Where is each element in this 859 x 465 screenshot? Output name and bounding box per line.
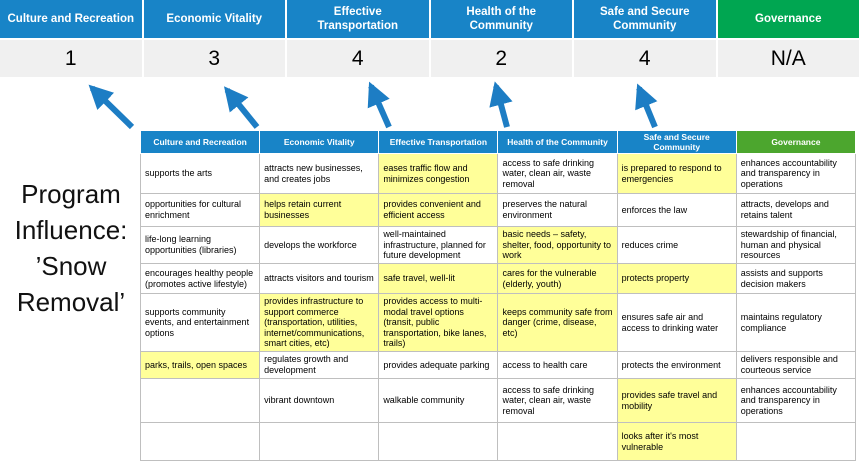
- matrix-cell: looks after it's most vulnerable: [616, 422, 737, 462]
- up-arrow-icon: [489, 81, 513, 128]
- matrix-row-3: life-long learning opportunities (librar…: [139, 226, 857, 265]
- matrix-cell: supports community events, and entertain…: [139, 293, 261, 353]
- matrix-cell: enforces the law: [616, 193, 737, 228]
- influence-matrix: Culture and Recreation Economic Vitality E…: [139, 129, 857, 462]
- matrix-cell: is prepared to respond to emergencies: [616, 153, 737, 195]
- score-effective-transportation: 4: [287, 40, 429, 77]
- matrix-cell: safe travel, well-lit: [378, 263, 499, 295]
- matrix-cell: [259, 422, 380, 462]
- matrix-cell: [735, 422, 857, 462]
- score-economic-vitality: 3: [143, 40, 285, 77]
- matrix-cell: attracts, develops and retains talent: [735, 193, 857, 228]
- matrix-cell: parks, trails, open spaces: [139, 351, 261, 380]
- top-header-economic-vitality: Economic Vitality: [143, 0, 285, 38]
- matrix-header-economic-vitality: Economic Vitality: [259, 129, 380, 155]
- matrix-cell: attracts visitors and tourism: [259, 263, 380, 295]
- matrix-row-2: opportunities for cultural enrichment hel…: [139, 193, 857, 228]
- up-arrow-icon: [88, 84, 135, 130]
- matrix-cell: [378, 422, 499, 462]
- matrix-row-8: looks after it's most vulnerable: [139, 422, 857, 462]
- matrix-body: supports the arts attracts new businesses…: [139, 153, 857, 462]
- matrix-cell: access to health care: [497, 351, 618, 380]
- matrix-cell: basic needs – safety, shelter, food, opp…: [497, 226, 618, 265]
- matrix-cell: life-long learning opportunities (librar…: [139, 226, 261, 265]
- matrix-cell: protects property: [616, 263, 737, 295]
- matrix-cell: access to safe drinking water, clean air…: [497, 378, 618, 424]
- matrix-cell: regulates growth and development: [259, 351, 380, 380]
- program-label-line: Program: [21, 179, 121, 209]
- matrix-cell: opportunities for cultural enrichment: [139, 193, 261, 228]
- scoreboard-header-row: Culture and Recreation Economic Vitality E…: [0, 0, 859, 38]
- score-health-of-the-community: 2: [430, 40, 572, 77]
- matrix-cell: develops the workforce: [259, 226, 380, 265]
- score-safe-and-secure-community: 4: [574, 40, 716, 77]
- matrix-cell: stewardship of financial, human and phys…: [735, 226, 857, 265]
- top-header-health-of-the-community: Health of the Community: [430, 0, 572, 38]
- matrix-cell: eases traffic flow and minimizes congest…: [378, 153, 499, 195]
- score-governance: N/A: [717, 40, 859, 77]
- matrix-row-4: encourages healthy people (promotes acti…: [139, 263, 857, 295]
- matrix-cell: [497, 422, 618, 462]
- program-label-line: ’Snow: [35, 251, 107, 281]
- matrix-cell: enhances accountability and transparency…: [735, 378, 857, 424]
- matrix-cell: provides adequate parking: [378, 351, 499, 380]
- matrix-cell: maintains regulatory compliance: [735, 293, 857, 353]
- top-header-effective-transportation: Effective Transportation: [287, 0, 429, 38]
- matrix-row-5: supports community events, and entertain…: [139, 293, 857, 353]
- matrix-cell: preserves the natural environment: [497, 193, 618, 228]
- matrix-cell: assists and supports decision makers: [735, 263, 857, 295]
- arrows-overlay: [88, 81, 658, 130]
- matrix-cell: enhances accountability and transparency…: [735, 153, 857, 195]
- matrix-header-governance: Governance: [735, 129, 857, 155]
- matrix-cell: helps retain current businesses: [259, 193, 380, 228]
- score-culture-and-recreation: 1: [0, 40, 142, 77]
- matrix-cell: [139, 378, 261, 424]
- matrix-row-7: vibrant downtown walkable community access…: [139, 378, 857, 424]
- top-header-governance: Governance: [717, 0, 859, 38]
- matrix-cell: encourages healthy people (promotes acti…: [139, 263, 261, 295]
- matrix-cell: reduces crime: [616, 226, 737, 265]
- matrix-cell: protects the environment: [616, 351, 737, 380]
- up-arrow-icon: [367, 81, 392, 129]
- up-arrow-icon: [635, 83, 658, 129]
- matrix-cell: vibrant downtown: [259, 378, 380, 424]
- matrix-row-6: parks, trails, open spaces regulates grow…: [139, 351, 857, 380]
- matrix-cell: ensures safe air and access to drinking …: [616, 293, 737, 353]
- matrix-cell: supports the arts: [139, 153, 261, 195]
- matrix-cell: access to safe drinking water, clean air…: [497, 153, 618, 195]
- matrix-cell: delivers responsible and courteous servi…: [735, 351, 857, 380]
- matrix-cell: keeps community safe from danger (crime,…: [497, 293, 618, 353]
- matrix-cell: walkable community: [378, 378, 499, 424]
- matrix-row-1: supports the arts attracts new businesses…: [139, 153, 857, 195]
- matrix-cell: well-maintained infrastructure, planned …: [378, 226, 499, 265]
- matrix-cell: provides infrastructure to support comme…: [259, 293, 380, 353]
- matrix-cell: attracts new businesses, and creates job…: [259, 153, 380, 195]
- program-label-line: Influence:: [14, 215, 128, 245]
- matrix-cell: provides access to multi-modal travel op…: [378, 293, 499, 353]
- matrix-cell: cares for the vulnerable (elderly, youth…: [497, 263, 618, 295]
- program-influence-label: Program Influence: ’Snow Removal’: [0, 176, 142, 320]
- program-label-line: Removal’: [16, 287, 126, 317]
- up-arrow-icon: [223, 86, 260, 129]
- top-header-safe-and-secure-community: Safe and Secure Community: [574, 0, 716, 38]
- matrix-header-row: Culture and Recreation Economic Vitality E…: [139, 129, 857, 155]
- matrix-cell: provides safe travel and mobility: [616, 378, 737, 424]
- matrix-cell: [139, 422, 261, 462]
- top-header-culture-and-recreation: Culture and Recreation: [0, 0, 142, 38]
- matrix-cell: provides convenient and efficient access: [378, 193, 499, 228]
- score-row: 1 3 4 2 4 N/A: [0, 40, 859, 77]
- matrix-header-effective-transportation: Effective Transportation: [378, 129, 499, 155]
- matrix-header-health-of-the-community: Health of the Community: [497, 129, 618, 155]
- matrix-header-safe-and-secure-community: Safe and Secure Community: [616, 129, 737, 155]
- matrix-header-culture-and-recreation: Culture and Recreation: [139, 129, 261, 155]
